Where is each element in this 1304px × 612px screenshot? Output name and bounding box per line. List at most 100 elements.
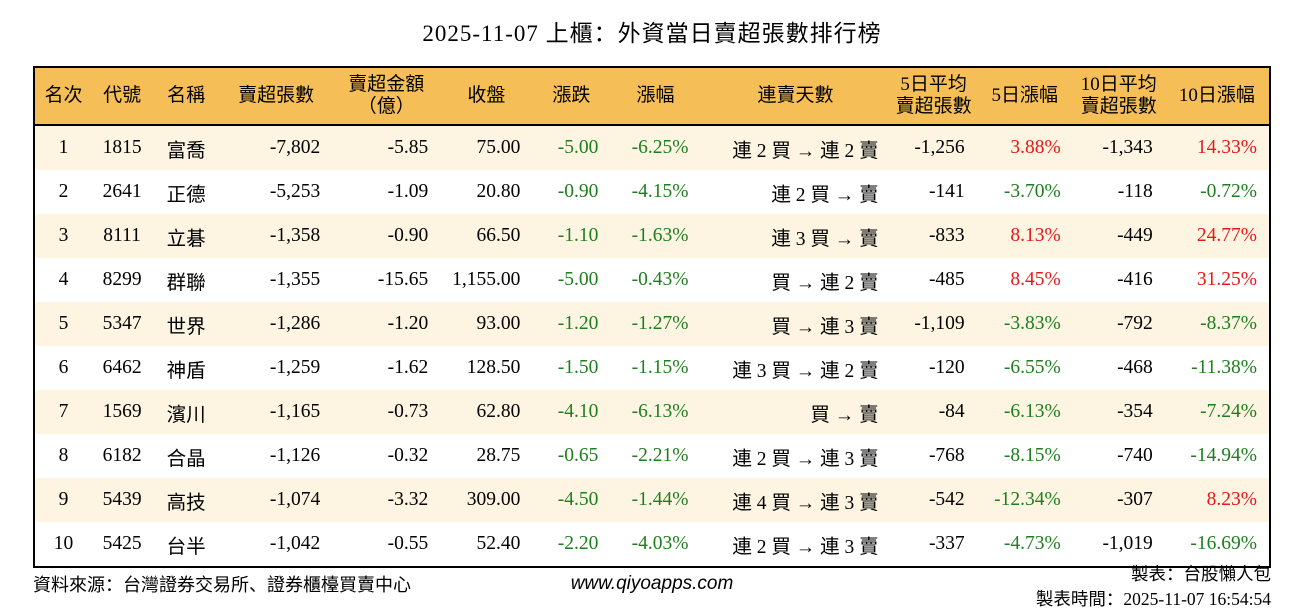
cell-pct5: -8.15% xyxy=(1003,445,1061,466)
table-body: 1 1815 富喬 -7,802 -5.85 75.00 -5.00 -6.25% 連 2 買 … xyxy=(34,125,1270,567)
cell-avg10: -416 xyxy=(1117,269,1153,290)
cell-avg5: -337 xyxy=(928,533,965,554)
cell-avg10: -1,343 xyxy=(1102,137,1153,158)
cell-name: 世界 xyxy=(166,316,206,338)
cell-close: 28.75 xyxy=(476,445,521,466)
column-header-avg10: 10日平均 賣超張數 xyxy=(1072,67,1165,126)
cell-change: -4.50 xyxy=(557,489,599,510)
cell-amount: -1.62 xyxy=(387,357,429,378)
cell-amount: -5.85 xyxy=(387,137,429,158)
cell-change: -5.00 xyxy=(557,269,599,290)
cell-close: 52.40 xyxy=(476,533,521,554)
cell-net-sell: -1,355 xyxy=(269,269,321,290)
credits-block: 製表：台股懶人包 製表時間：2025-11-07 16:54:54 xyxy=(1036,562,1271,612)
cell-amount: -1.20 xyxy=(387,313,429,334)
table-row: 5 5347 世界 -1,286 -1.20 93.00 -1.20 -1.27% 買 → 連 … xyxy=(34,302,1270,346)
cell-name: 正德 xyxy=(166,184,206,206)
column-header-streak: 連賣天數 xyxy=(700,67,891,126)
cell-avg10: -468 xyxy=(1117,357,1153,378)
column-header-rank: 名次 xyxy=(34,67,93,126)
cell-pct10: -7.24% xyxy=(1200,401,1257,422)
cell-pct5: -6.13% xyxy=(1003,401,1061,422)
cell-streak: 連 3 買 → 賣 xyxy=(771,228,879,250)
cell-rank: 10 xyxy=(53,533,74,554)
column-header-close: 收盤 xyxy=(440,67,533,126)
cell-net-sell: -1,165 xyxy=(269,401,321,422)
cell-close: 66.50 xyxy=(476,225,521,246)
table-row: 4 8299 群聯 -1,355 -15.65 1,155.00 -5.00 -0.43% 買 … xyxy=(34,258,1270,302)
cell-amount: -0.90 xyxy=(387,225,429,246)
cell-close: 128.50 xyxy=(466,357,521,378)
cell-name: 神盾 xyxy=(166,360,206,382)
cell-close: 62.80 xyxy=(476,401,521,422)
cell-net-sell: -1,286 xyxy=(269,313,321,334)
cell-pct5: 3.88% xyxy=(1010,137,1061,158)
cell-pct10: -11.38% xyxy=(1191,357,1257,378)
table-row: 6 6462 神盾 -1,259 -1.62 128.50 -1.50 -1.15% 連 3 買… xyxy=(34,346,1270,390)
data-source-note: 資料來源：台灣證券交易所、證券櫃檯買賣中心 xyxy=(33,575,411,595)
ranking-table-container: 名次 代號 名稱 賣超張數 賣超金額 （億） 收盤 漲跌 漲幅 連賣天數 5日平均 賣超張數 5日漲… xyxy=(33,66,1271,568)
cell-net-sell: -1,126 xyxy=(269,445,321,466)
cell-change-pct: -0.43% xyxy=(631,269,689,290)
cell-avg5: -1,256 xyxy=(914,137,965,158)
cell-change-pct: -1.63% xyxy=(631,225,689,246)
cell-change: -4.10 xyxy=(557,401,599,422)
table-header-row: 名次 代號 名稱 賣超張數 賣超金額 （億） 收盤 漲跌 漲幅 連賣天數 5日平均 賣超張數 5日漲… xyxy=(34,67,1270,126)
column-header-net-sell: 賣超張數 xyxy=(220,67,333,126)
website-text: www.qiyoapps.com xyxy=(570,573,734,594)
cell-avg10: -449 xyxy=(1117,225,1153,246)
cell-close: 1,155.00 xyxy=(452,269,521,290)
cell-change: -0.90 xyxy=(557,181,599,202)
cell-avg10: -1,019 xyxy=(1102,533,1153,554)
cell-streak: 連 4 買 → 連 3 賣 xyxy=(732,492,879,514)
cell-code: 1815 xyxy=(102,137,142,158)
table-row: 8 6182 合晶 -1,126 -0.32 28.75 -0.65 -2.21% 連 2 買 … xyxy=(34,434,1270,478)
cell-code: 2641 xyxy=(102,181,142,202)
cell-close: 93.00 xyxy=(476,313,521,334)
column-header-code: 代號 xyxy=(92,67,153,126)
cell-change: -2.20 xyxy=(557,533,599,554)
cell-net-sell: -1,042 xyxy=(269,533,321,554)
cell-code: 8111 xyxy=(103,225,141,246)
column-header-pct5: 5日漲幅 xyxy=(976,67,1073,126)
cell-net-sell: -1,259 xyxy=(269,357,321,378)
column-header-pct10: 10日漲幅 xyxy=(1164,67,1270,126)
cell-rank: 8 xyxy=(58,445,69,466)
cell-change-pct: -4.03% xyxy=(631,533,689,554)
cell-amount: -0.55 xyxy=(387,533,429,554)
cell-avg10: -792 xyxy=(1117,313,1153,334)
maker-note: 製表：台股懶人包 xyxy=(1131,564,1271,584)
cell-pct5: -3.70% xyxy=(1003,181,1061,202)
ranking-table: 名次 代號 名稱 賣超張數 賣超金額 （億） 收盤 漲跌 漲幅 連賣天數 5日平均 賣超張數 5日漲… xyxy=(33,66,1271,568)
cell-pct5: -12.34% xyxy=(994,489,1061,510)
table-row: 2 2641 正德 -5,253 -1.09 20.80 -0.90 -4.15% 連 2 買 … xyxy=(34,170,1270,214)
cell-name: 群聯 xyxy=(166,272,206,294)
cell-pct10: -14.94% xyxy=(1190,445,1257,466)
made-time-note: 製表時間：2025-11-07 16:54:54 xyxy=(1035,589,1271,610)
cell-streak: 連 3 買 → 連 2 賣 xyxy=(732,360,879,382)
cell-change: -0.65 xyxy=(557,445,599,466)
cell-avg5: -542 xyxy=(928,489,965,510)
cell-change: -1.20 xyxy=(557,313,599,334)
table-row: 10 5425 台半 -1,042 -0.55 52.40 -2.20 -4.03% 連 2 買… xyxy=(34,522,1270,567)
cell-change-pct: -4.15% xyxy=(631,181,689,202)
cell-pct10: -8.37% xyxy=(1200,313,1257,334)
cell-avg10: -307 xyxy=(1117,489,1153,510)
cell-streak: 買 → 連 3 賣 xyxy=(771,316,879,338)
cell-rank: 7 xyxy=(58,401,69,422)
cell-rank: 6 xyxy=(58,357,69,378)
cell-rank: 3 xyxy=(58,225,69,246)
cell-amount: -15.65 xyxy=(377,269,429,290)
cell-amount: -0.32 xyxy=(387,445,429,466)
cell-pct10: -0.72% xyxy=(1200,181,1257,202)
cell-net-sell: -7,802 xyxy=(269,137,321,158)
cell-avg10: -740 xyxy=(1117,445,1153,466)
cell-streak: 連 2 買 → 連 3 賣 xyxy=(732,448,879,470)
cell-net-sell: -1,358 xyxy=(269,225,321,246)
cell-code: 5347 xyxy=(102,313,142,334)
cell-pct5: 8.45% xyxy=(1010,269,1061,290)
column-header-name: 名稱 xyxy=(152,67,221,126)
cell-amount: -3.32 xyxy=(387,489,429,510)
cell-code: 1569 xyxy=(102,401,142,422)
